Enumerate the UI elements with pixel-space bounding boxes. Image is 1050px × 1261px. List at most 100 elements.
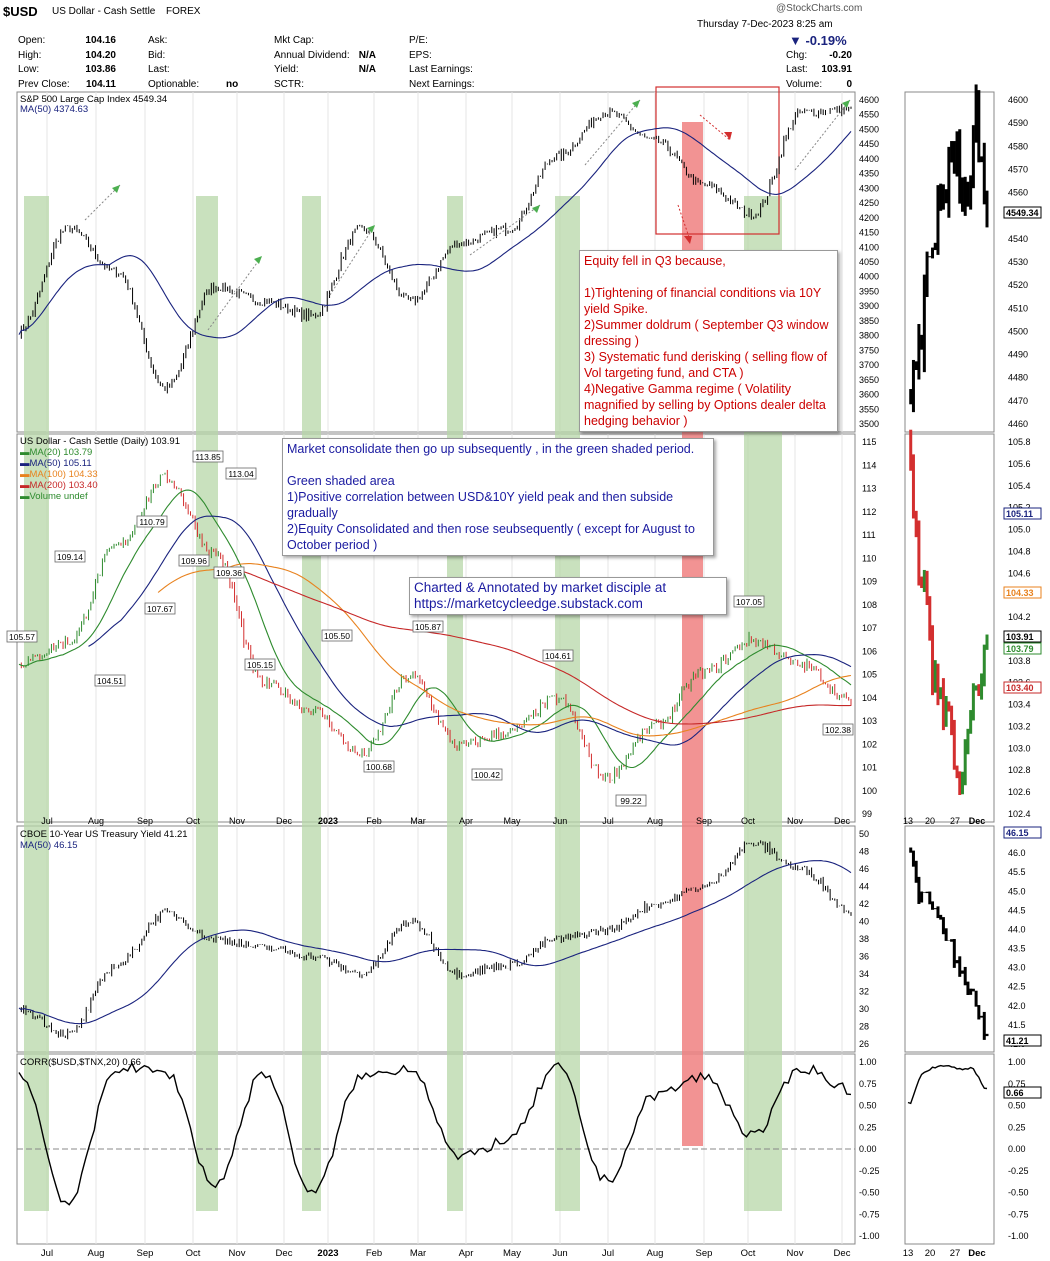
quote-l1-1: High:: [18, 49, 42, 61]
x-month-label-mid: Oct: [741, 816, 756, 826]
x-month-label-mid: Oct: [186, 816, 201, 826]
x-month-label: Apr: [459, 1248, 474, 1259]
tnx-y-tick: 48: [859, 847, 869, 857]
quote-v5-1: -0.20: [829, 49, 852, 61]
quote-l1-0: Open:: [18, 35, 46, 46]
usd-value-label-text: 107.67: [147, 604, 173, 614]
tnx-last-badge-box: [1003, 1034, 1042, 1047]
spx-inset-y-tick: 4510: [1008, 303, 1028, 313]
usd-value-label-text: 99.22: [620, 796, 642, 806]
usd-value-label-box: [225, 467, 257, 480]
tnx-bars: [20, 840, 852, 1040]
tnx-inset-bars: [909, 847, 989, 1040]
usd-ma-line: [157, 563, 852, 737]
spx-inset-y-tick: 4540: [1008, 234, 1028, 244]
tnx-ma-label: MA(50) 46.15: [20, 840, 78, 851]
usd-value-label: 110.79: [136, 515, 168, 528]
usd-value-label: 109.36: [213, 566, 245, 579]
spx-y-tick: 3900: [859, 301, 879, 311]
quote-header: $USD US Dollar - Cash Settle FOREX @Stoc…: [0, 0, 1050, 92]
brand: @StockCharts.com: [776, 3, 863, 14]
usd-legend: ▬MA(20) 103.79 ▬MA(50) 105.11 ▬MA(100) 104…: [20, 447, 98, 502]
trend-dotted-line: [84, 184, 121, 221]
usd-inset-y-tick: 102.4: [1008, 809, 1031, 819]
x-month-label: Aug: [647, 1248, 664, 1259]
usd-value-label-box: [136, 515, 168, 528]
usd-value-label: 100.68: [363, 760, 395, 773]
usd-value-label: 105.15: [244, 658, 276, 671]
usd-inset-badge-text: 103.79: [1006, 644, 1034, 654]
corr-line: [18, 1061, 852, 1206]
usd-value-label: 104.51: [94, 674, 126, 687]
usd-ma-line: [88, 515, 852, 746]
equity-annotation: Equity fell in Q3 because, 1)Tightening …: [579, 250, 838, 432]
corr-y-tick: 1.00: [859, 1057, 877, 1067]
usd-inset-badge: 104.33: [1003, 586, 1042, 599]
usd-value-label-box: [94, 674, 126, 687]
quote-l5-1: Chg:: [786, 49, 808, 61]
corr-title: CORR($USD,$TNX,20) 0.66: [20, 1057, 141, 1068]
usd-inset-badge-text: 103.91: [1006, 632, 1034, 642]
tnx-ma-badge-box: [1003, 826, 1042, 839]
tnx-ma-badge-text: 46.15: [1006, 828, 1029, 838]
usd-inset-badge-text: 105.11: [1006, 509, 1033, 519]
corr-y-tick: 0.00: [859, 1144, 877, 1154]
spx-inset-y-tick: 4600: [1008, 95, 1028, 105]
spx-y-tick: 4350: [859, 169, 879, 179]
usd-y-tick: 111: [862, 530, 876, 540]
usd-y-tick: 101: [862, 763, 877, 773]
tnx-last-badge: 41.21: [1003, 1034, 1042, 1047]
usd-y-tick: 104: [862, 693, 877, 703]
tnx-y-tick: 26: [859, 1039, 869, 1049]
usd-inset-y-tick: 105.8: [1008, 437, 1031, 447]
x-month-label-mid: Dec: [276, 816, 293, 826]
inset-day-label-mid: 13: [903, 816, 913, 826]
usd-value-label: 105.50: [321, 629, 353, 642]
trend-dotted-line: [794, 99, 851, 171]
corr-last-badge: 0.66: [1003, 1086, 1042, 1099]
corr-y-tick: -0.50: [859, 1188, 880, 1198]
spx-y-tick: 3850: [859, 316, 879, 326]
spx-y-tick: 3800: [859, 331, 879, 341]
usd-inset-badge: 103.91: [1003, 630, 1042, 643]
tnx-title: CBOE 10-Year US Treasury Yield 41.21: [20, 829, 188, 840]
tnx-y-tick: 30: [859, 1004, 869, 1014]
quote-v5-3: 0: [846, 78, 852, 90]
spx-inset-y-tick: 4560: [1008, 188, 1028, 198]
corr-inset-frame: [904, 1053, 995, 1245]
spx-y-tick: 3500: [859, 419, 879, 429]
usd-inset-badge-box: [1003, 586, 1042, 599]
x-month-label: Oct: [186, 1248, 201, 1259]
corr-inset-y-tick: 0.50: [1008, 1101, 1026, 1111]
usd-value-label-box: [178, 554, 210, 567]
spx-y-tick: 3650: [859, 375, 879, 385]
x-month-label-mid: Nov: [787, 816, 804, 826]
usd-value-label-box: [192, 450, 224, 463]
usd-value-label-text: 105.87: [415, 622, 441, 632]
spx-last-badge-box: [1003, 206, 1042, 219]
x-month-label-mid: Jul: [41, 816, 53, 826]
x-month-label: May: [503, 1248, 521, 1259]
quote-l5-2: Last:: [786, 64, 808, 75]
trend-dotted-line: [329, 224, 376, 296]
green-shaded-period: [196, 196, 218, 1211]
change-pct: ▼ -0.19%: [789, 33, 847, 48]
usd-value-label-text: 107.05: [736, 597, 762, 607]
spx-y-tick: 3750: [859, 345, 879, 355]
corr-last-badge-box: [1003, 1086, 1042, 1099]
usd-value-label-text: 105.15: [247, 660, 273, 670]
x-month-label-mid: 2023: [318, 816, 338, 826]
usd-value-label: 105.87: [412, 620, 444, 633]
quote-l3-2: Yield:: [274, 64, 299, 75]
usd-value-label: 109.96: [178, 554, 210, 567]
symbol: $USD: [3, 4, 38, 19]
usd-inset-y-tick: 105.4: [1008, 481, 1031, 491]
usd-value-label-box: [54, 550, 86, 563]
spx-inset-y-tick: 4580: [1008, 141, 1028, 151]
corr-inset-y-tick: 1.00: [1008, 1057, 1026, 1067]
spx-y-tick: 4150: [859, 228, 879, 238]
tnx-inset-y-tick: 42.0: [1008, 1001, 1026, 1011]
usd-bars: [20, 469, 852, 784]
usd-value-label-text: 109.96: [181, 556, 207, 566]
quote-v1-3: 104.11: [85, 78, 116, 90]
